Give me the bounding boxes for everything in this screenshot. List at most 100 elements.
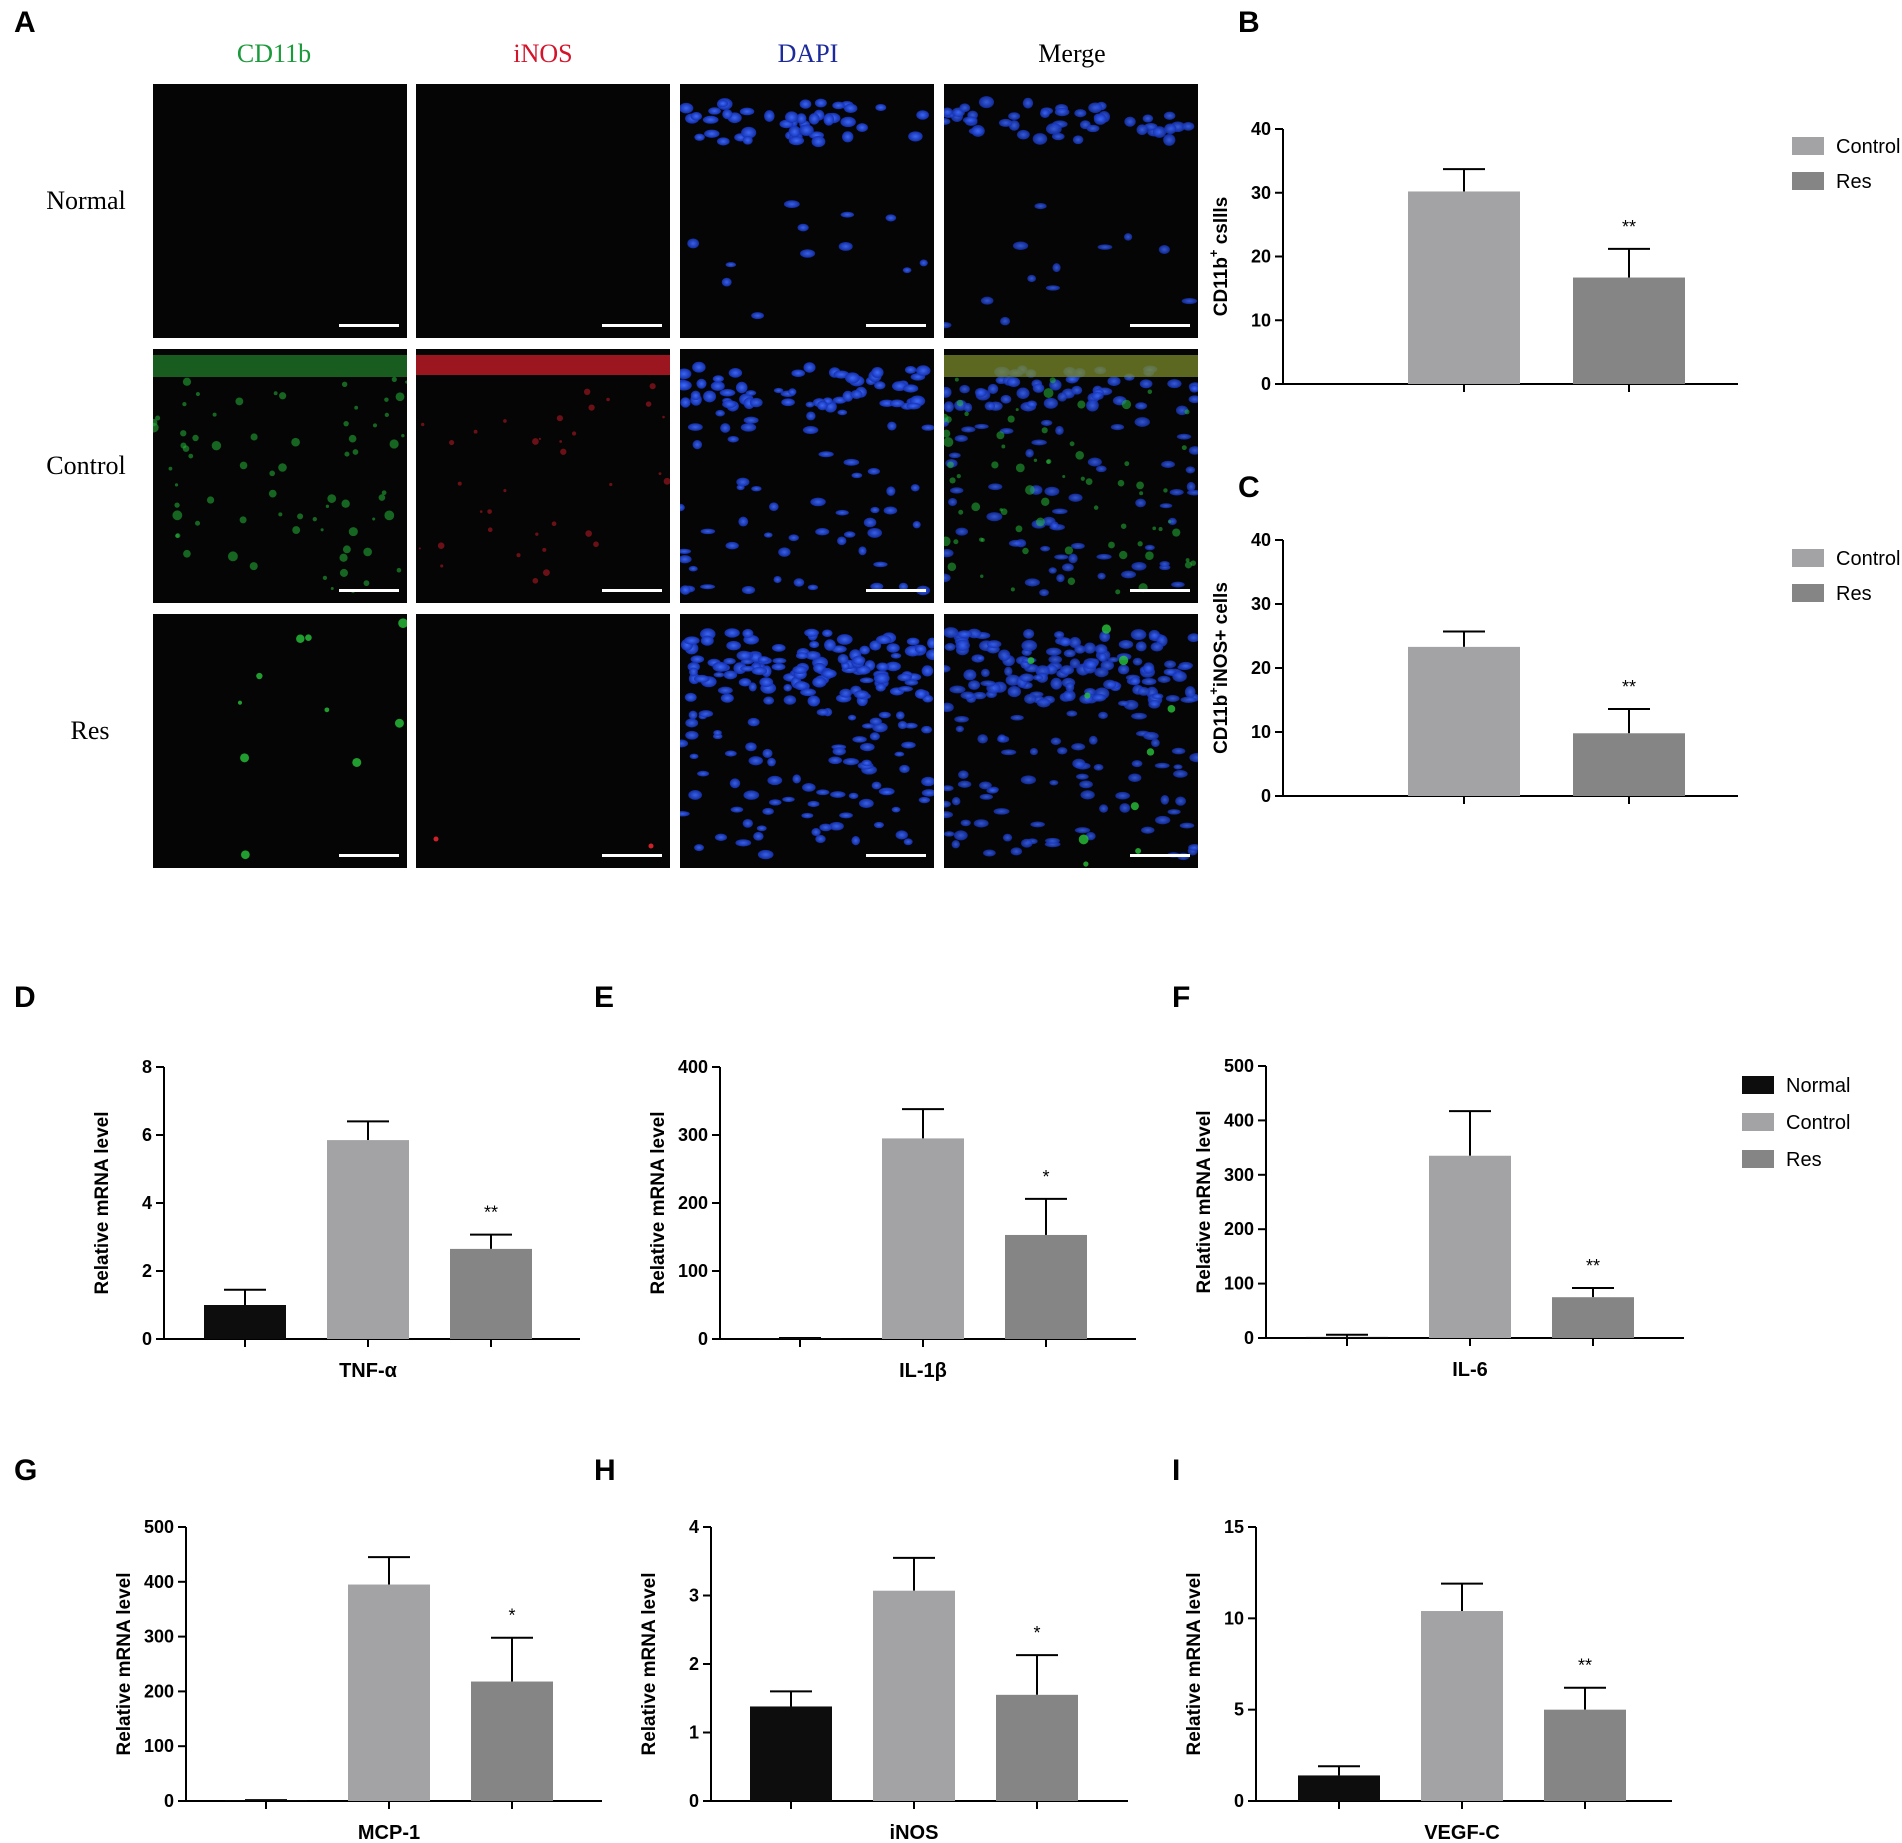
chart-i-y-tick-label: 5 <box>1234 1700 1244 1720</box>
chart-h-y-tick-label: 4 <box>689 1517 699 1537</box>
chart-b-y-label: CD11b+ csllls <box>1206 197 1232 317</box>
chart-b-significance: ** <box>1622 217 1636 237</box>
chart-h-y-label: Relative mRNA level <box>639 1572 660 1755</box>
chart-h-x-label: iNOS <box>890 1822 939 1843</box>
chart-c-bar-res <box>1573 733 1685 796</box>
chart-e-x-label: IL-1β <box>899 1360 947 1382</box>
chart-c-legend-label-control: Control <box>1836 548 1900 570</box>
chart-i-significance: ** <box>1578 1656 1592 1676</box>
chart-e-bar-control <box>882 1138 964 1339</box>
chart-d-bar-normal <box>204 1305 286 1339</box>
chart-d-y-label: Relative mRNA level <box>92 1111 113 1294</box>
micrograph-res-cd11b <box>153 614 407 868</box>
chart-c-y-tick-label: 20 <box>1251 658 1271 678</box>
chart-f-legend-label-normal: Normal <box>1786 1075 1850 1097</box>
chart-d-y-tick-label: 0 <box>142 1329 152 1349</box>
chart-h-y-tick-label: 1 <box>689 1723 699 1743</box>
chart-b-y-tick-label: 40 <box>1251 119 1271 139</box>
chart-f-legend-swatch-control <box>1742 1113 1774 1131</box>
chart-f-y-tick-label: 500 <box>1224 1056 1254 1076</box>
chart-c-bar-control <box>1408 646 1520 796</box>
panel-label-a: A <box>14 6 36 39</box>
chart-h-bar-normal <box>750 1706 832 1801</box>
chart-c-y-label: CD11b+iNOS+ cells <box>1206 582 1232 754</box>
chart-i-y-tick-label: 0 <box>1234 1791 1244 1811</box>
chart-e-y-tick-label: 100 <box>678 1261 708 1281</box>
chart-h-bar-res <box>996 1694 1078 1801</box>
chart-d-significance: ** <box>484 1203 498 1223</box>
chart-f-bar-normal <box>1306 1336 1388 1338</box>
chart-c: 0 10 20 30 40 ** CD11b+iNOS+ cells Control Res <box>1206 530 1900 806</box>
chart-i-y-tick-label: 15 <box>1224 1517 1244 1537</box>
chart-i-bar-control <box>1421 1611 1503 1801</box>
chart-c-legend-label-res: Res <box>1836 583 1872 605</box>
chart-b-y-label-sup: + <box>1206 249 1221 257</box>
chart-b-bar-res <box>1573 277 1685 384</box>
chart-i-x-label: VEGF-C <box>1424 1822 1500 1843</box>
chart-g-significance: * <box>508 1606 515 1626</box>
chart-i-bar-normal <box>1298 1775 1380 1801</box>
chart-c-y-label-rest: iNOS+ cells <box>1211 582 1232 687</box>
chart-b-y-label-rest: csllls <box>1211 197 1232 250</box>
chart-d-x-label: TNF-α <box>339 1360 398 1382</box>
chart-e-y-tick-label: 0 <box>698 1329 708 1349</box>
chart-f-y-tick-label: 400 <box>1224 1110 1254 1130</box>
chart-f-y-tick-label: 0 <box>1244 1328 1254 1348</box>
panel-label-c: C <box>1238 471 1260 504</box>
micrograph-normal-cd11b <box>153 84 407 338</box>
panel-label-g: G <box>14 1454 37 1487</box>
chart-f-bar-res <box>1552 1297 1634 1338</box>
chart-i-bar-res <box>1544 1709 1626 1801</box>
chart-c-significance: ** <box>1622 677 1636 697</box>
chart-g-y-tick-label: 500 <box>144 1517 174 1537</box>
micrograph-res-dapi <box>680 614 934 868</box>
chart-g: 0 100 200 300 400 500 * MCP-1 Relative mRNA leve… <box>114 1517 602 1843</box>
chart-c-y-tick-label: 10 <box>1251 722 1271 742</box>
chart-b-y-tick-label: 10 <box>1251 310 1271 330</box>
chart-i-y-tick-label: 10 <box>1224 1608 1244 1628</box>
chart-d-bar-control <box>327 1140 409 1339</box>
chart-b-legend-label-res: Res <box>1836 171 1872 193</box>
row-label-normal: Normal <box>46 186 125 215</box>
micrograph-normal-inos <box>416 84 670 338</box>
chart-e-y-tick-label: 300 <box>678 1125 708 1145</box>
row-label-res: Res <box>71 716 110 745</box>
chart-d-y-tick-label: 6 <box>142 1125 152 1145</box>
chart-f-legend-label-res: Res <box>1786 1149 1822 1171</box>
chart-b-legend: Control Res <box>1792 136 1900 193</box>
chart-b-y-tick-label: 0 <box>1261 374 1271 394</box>
chart-f-y-tick-label: 100 <box>1224 1274 1254 1294</box>
chart-b: 0 10 20 30 40 ** CD11b+ csllls Control Res <box>1206 119 1900 394</box>
chart-b-y-tick-label: 20 <box>1251 247 1271 267</box>
chart-b-legend-label-control: Control <box>1836 136 1900 158</box>
micrograph-normal-merge <box>944 84 1198 338</box>
micrograph-control-dapi <box>680 349 934 603</box>
chart-c-y-label-sup: + <box>1206 687 1221 695</box>
chart-d: 0 2 4 6 8 ** TNF-α Relative mRNA level <box>92 1057 580 1382</box>
micrograph-res-merge <box>944 614 1198 868</box>
chart-h-significance: * <box>1033 1623 1040 1643</box>
row-label-control: Control <box>46 451 125 480</box>
chart-f-bar-control <box>1429 1155 1511 1338</box>
chart-g-y-tick-label: 200 <box>144 1681 174 1701</box>
chart-c-y-tick-label: 30 <box>1251 594 1271 614</box>
chart-c-y-tick-label: 0 <box>1261 786 1271 806</box>
chart-f-significance: ** <box>1586 1256 1600 1276</box>
chart-f-legend: Normal Control Res <box>1742 1075 1850 1171</box>
chart-e-significance: * <box>1042 1167 1049 1187</box>
chart-e-bar-normal <box>759 1338 841 1339</box>
micrograph-control-inos <box>416 349 670 603</box>
chart-f-y-label: Relative mRNA level <box>1194 1110 1215 1293</box>
chart-i: 0 5 10 15 ** VEGF-C Relative mRNA level <box>1184 1517 1672 1843</box>
chart-c-legend: Control Res <box>1792 548 1900 605</box>
chart-f-legend-swatch-normal <box>1742 1076 1774 1094</box>
chart-g-y-tick-label: 400 <box>144 1572 174 1592</box>
chart-d-bar-res <box>450 1248 532 1339</box>
micrograph-control-cd11b <box>153 349 407 603</box>
chart-g-x-label: MCP-1 <box>358 1822 420 1843</box>
micrograph-control-merge <box>944 349 1198 603</box>
chart-h-bar-control <box>873 1590 955 1801</box>
panel-label-d: D <box>14 981 36 1014</box>
